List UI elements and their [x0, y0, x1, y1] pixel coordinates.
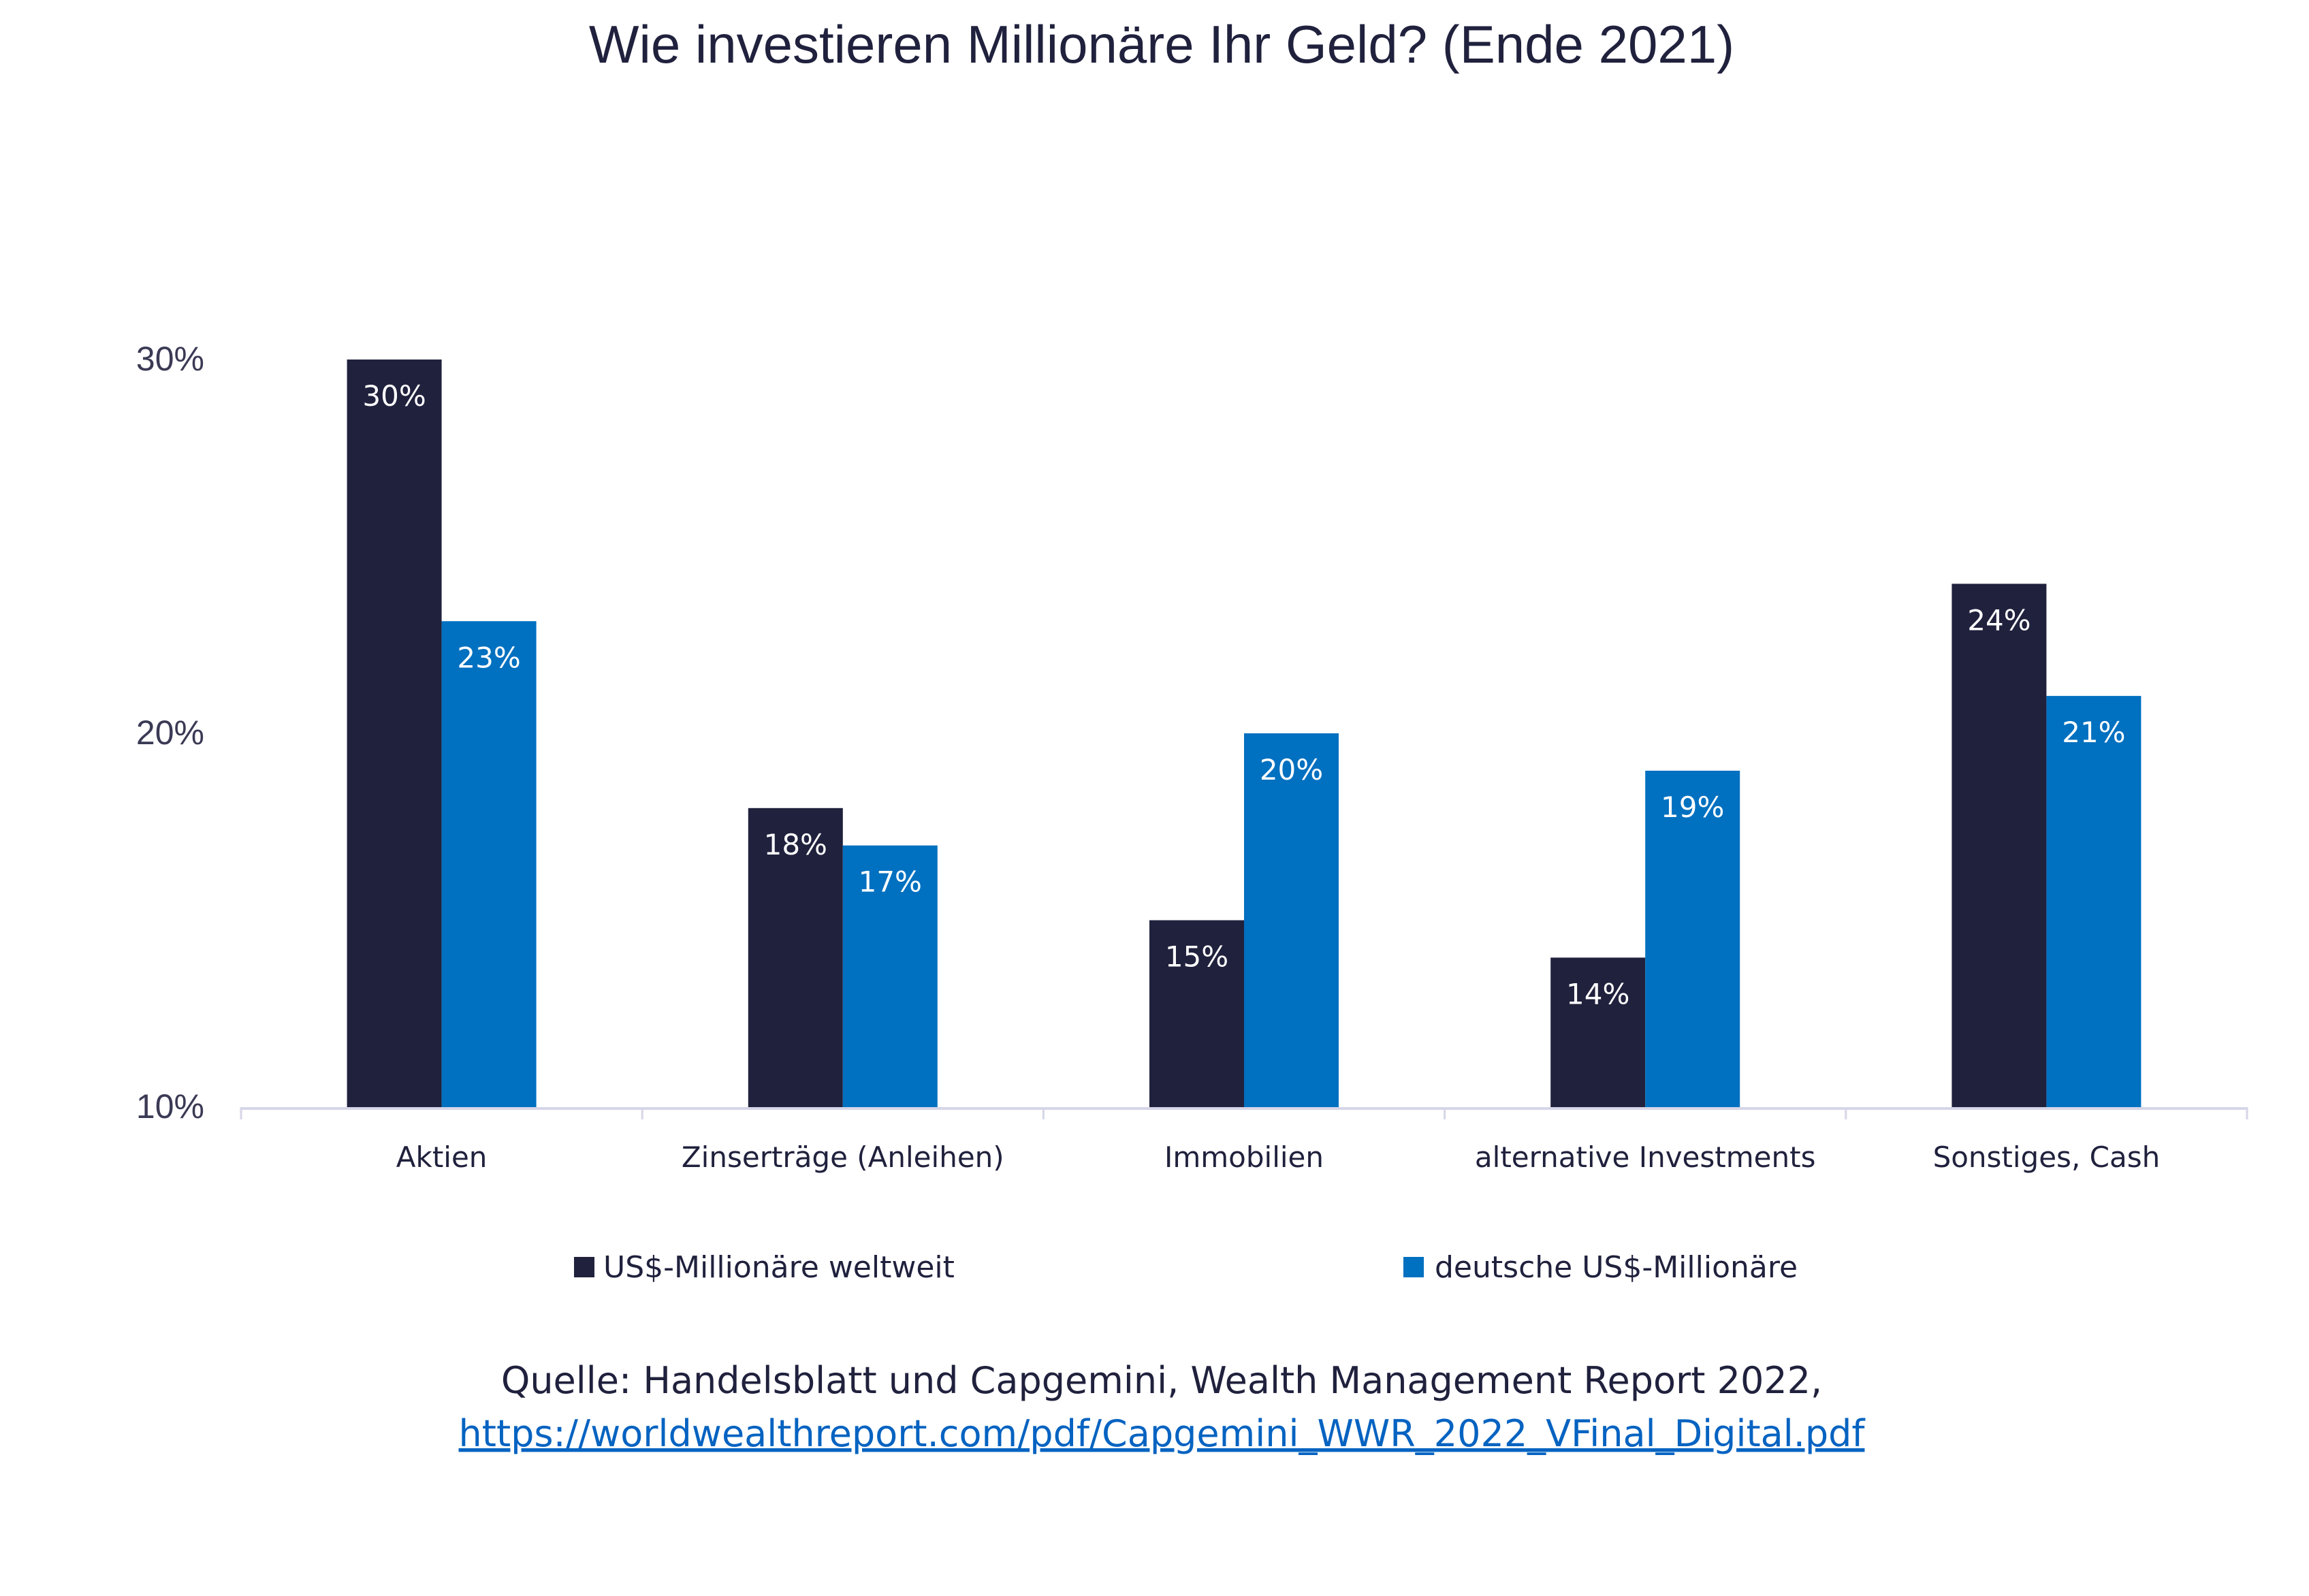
legend-label-worldwide: US$-Millionäre weltweit: [603, 1250, 955, 1285]
y-tick-label: 30%: [136, 340, 204, 378]
category-label: Immobilien: [1164, 1140, 1324, 1174]
chart-title: Wie investieren Millionäre Ihr Geld? (En…: [589, 14, 1734, 74]
data-label: 23%: [457, 641, 520, 674]
source-text: Quelle: Handelsblatt und Capgemini, Weal…: [501, 1359, 1822, 1402]
bar: [842, 845, 938, 1107]
bar: [347, 360, 442, 1107]
bar: [2046, 696, 2141, 1107]
data-label: 19%: [1661, 791, 1724, 824]
legend-label-german: deutsche US$-Millionäre: [1435, 1250, 1798, 1285]
bar: [748, 808, 843, 1107]
bar: [1550, 957, 1646, 1107]
category-label: Sonstiges, Cash: [1933, 1140, 2161, 1174]
data-label: 21%: [2062, 716, 2125, 749]
y-axis: 10% 20% 30%: [136, 340, 204, 1126]
data-label: 14%: [1566, 977, 1629, 1010]
bar: [1645, 770, 1740, 1107]
data-label: 30%: [362, 379, 426, 413]
data-label: 18%: [764, 828, 827, 861]
category-label: Aktien: [396, 1140, 488, 1174]
data-label: 24%: [1967, 603, 2031, 637]
bar: [1149, 920, 1244, 1107]
category-label: alternative Investments: [1475, 1140, 1816, 1174]
y-tick-label: 10%: [136, 1087, 204, 1126]
legend-swatch-worldwide: [574, 1257, 594, 1277]
y-tick-label: 20%: [136, 714, 204, 752]
data-label: 20%: [1260, 753, 1323, 786]
data-label: 15%: [1165, 940, 1228, 974]
bar: [1952, 584, 2047, 1107]
category-label: Zinserträge (Anleihen): [682, 1140, 1004, 1174]
source-link[interactable]: https://worldwealthreport.com/pdf/Capgem…: [459, 1412, 1866, 1455]
bar: [441, 621, 537, 1107]
data-label: 17%: [859, 865, 922, 899]
x-axis: Aktien Zinserträge (Anleihen) Immobilien al…: [240, 1107, 2248, 1174]
bars: 30% 23% 18% 17% 15% 20% 14% 19% 24% 21%: [347, 360, 2141, 1107]
legend: US$-Millionäre weltweit deutsche US$-Mil…: [574, 1250, 1798, 1285]
bar: [1244, 733, 1339, 1107]
legend-swatch-german: [1403, 1257, 1424, 1277]
